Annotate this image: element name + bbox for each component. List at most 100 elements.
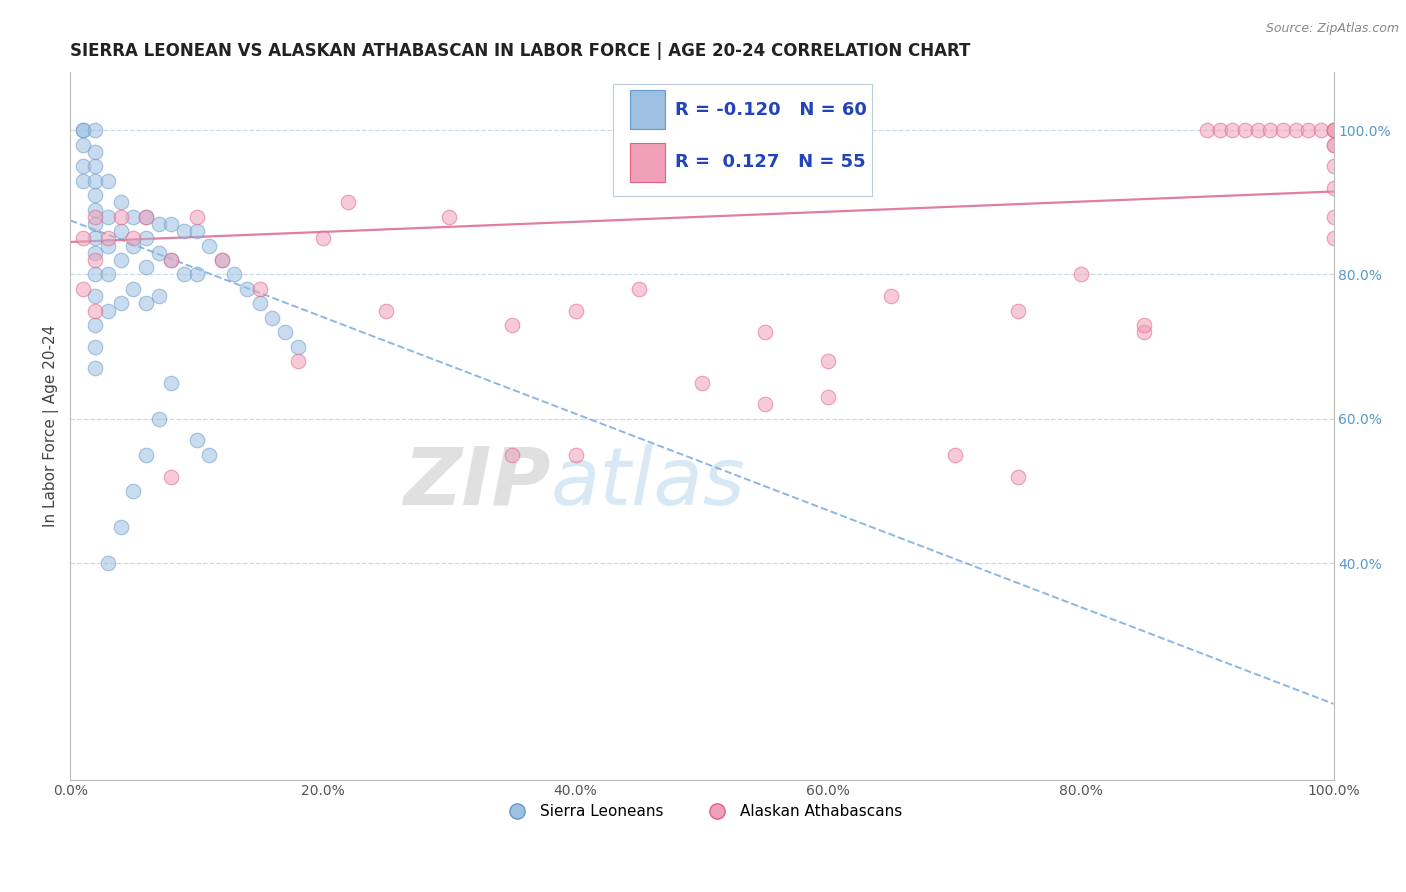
- Point: [160, 253, 183, 268]
- Point: [122, 238, 145, 252]
- Point: [1322, 137, 1344, 152]
- Point: [160, 469, 183, 483]
- Point: [198, 448, 221, 462]
- Point: [1070, 268, 1092, 282]
- Point: [564, 303, 586, 318]
- Point: [501, 448, 523, 462]
- Point: [437, 210, 460, 224]
- Point: [72, 282, 94, 296]
- Point: [84, 268, 107, 282]
- Point: [287, 340, 309, 354]
- Point: [84, 340, 107, 354]
- Point: [122, 282, 145, 296]
- Point: [135, 296, 157, 310]
- Y-axis label: In Labor Force | Age 20-24: In Labor Force | Age 20-24: [44, 325, 59, 527]
- Point: [274, 325, 297, 339]
- Point: [236, 282, 259, 296]
- Point: [337, 195, 360, 210]
- Point: [249, 282, 271, 296]
- Point: [148, 412, 170, 426]
- Point: [627, 282, 650, 296]
- Point: [1222, 123, 1244, 137]
- Text: ZIP: ZIP: [404, 443, 550, 522]
- Bar: [630, 143, 665, 182]
- Point: [135, 448, 157, 462]
- Point: [122, 231, 145, 245]
- Point: [72, 159, 94, 173]
- Point: [1133, 318, 1156, 332]
- Point: [1322, 159, 1344, 173]
- Point: [84, 231, 107, 245]
- Text: atlas: atlas: [550, 443, 745, 522]
- Point: [880, 289, 903, 303]
- Point: [1296, 123, 1319, 137]
- Point: [173, 268, 195, 282]
- Point: [84, 188, 107, 202]
- Point: [148, 289, 170, 303]
- Point: [72, 123, 94, 137]
- Point: [186, 224, 208, 238]
- Point: [122, 483, 145, 498]
- Point: [97, 556, 120, 570]
- Point: [1272, 123, 1295, 137]
- Point: [135, 260, 157, 275]
- Point: [160, 217, 183, 231]
- Point: [84, 361, 107, 376]
- Point: [148, 217, 170, 231]
- Point: [160, 376, 183, 390]
- Point: [375, 303, 398, 318]
- Point: [122, 210, 145, 224]
- Point: [1322, 181, 1344, 195]
- Point: [97, 174, 120, 188]
- Point: [1322, 137, 1344, 152]
- Point: [97, 268, 120, 282]
- Point: [97, 231, 120, 245]
- Point: [135, 210, 157, 224]
- Legend: Sierra Leoneans, Alaskan Athabascans: Sierra Leoneans, Alaskan Athabascans: [495, 797, 908, 825]
- Point: [186, 268, 208, 282]
- Point: [1133, 325, 1156, 339]
- Point: [84, 174, 107, 188]
- Point: [754, 325, 776, 339]
- Point: [110, 296, 132, 310]
- Point: [1197, 123, 1219, 137]
- Point: [135, 231, 157, 245]
- Point: [817, 354, 839, 368]
- Point: [84, 245, 107, 260]
- Point: [84, 253, 107, 268]
- Point: [312, 231, 335, 245]
- Point: [1007, 469, 1029, 483]
- Point: [1309, 123, 1331, 137]
- Point: [84, 202, 107, 217]
- Text: SIERRA LEONEAN VS ALASKAN ATHABASCAN IN LABOR FORCE | AGE 20-24 CORRELATION CHAR: SIERRA LEONEAN VS ALASKAN ATHABASCAN IN …: [70, 42, 970, 60]
- Point: [817, 390, 839, 404]
- Bar: [630, 90, 665, 129]
- Point: [72, 137, 94, 152]
- Point: [501, 318, 523, 332]
- Point: [97, 238, 120, 252]
- Point: [754, 397, 776, 411]
- Point: [84, 159, 107, 173]
- Point: [249, 296, 271, 310]
- Text: Source: ZipAtlas.com: Source: ZipAtlas.com: [1265, 22, 1399, 36]
- Point: [84, 318, 107, 332]
- Point: [97, 210, 120, 224]
- Text: R = -0.120   N = 60: R = -0.120 N = 60: [675, 101, 868, 119]
- Point: [1260, 123, 1282, 137]
- Point: [1322, 123, 1344, 137]
- Point: [97, 303, 120, 318]
- Point: [1322, 231, 1344, 245]
- Point: [110, 210, 132, 224]
- Point: [110, 224, 132, 238]
- Point: [173, 224, 195, 238]
- Point: [1284, 123, 1306, 137]
- Point: [84, 210, 107, 224]
- FancyBboxPatch shape: [613, 85, 872, 196]
- Point: [1322, 123, 1344, 137]
- Point: [224, 268, 246, 282]
- Point: [943, 448, 966, 462]
- Point: [564, 448, 586, 462]
- Point: [84, 217, 107, 231]
- Point: [186, 210, 208, 224]
- Point: [72, 123, 94, 137]
